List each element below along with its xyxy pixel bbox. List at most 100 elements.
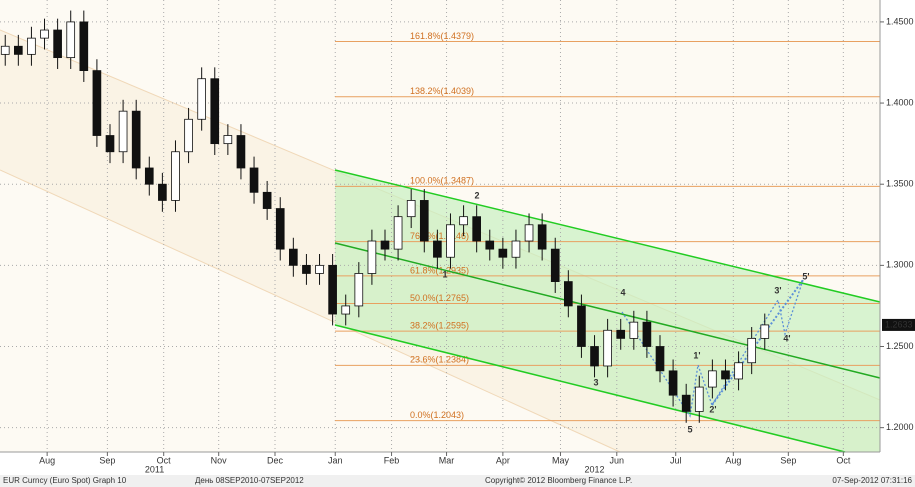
candle-body: [105, 135, 115, 153]
x-tick-label: Jan: [328, 455, 343, 465]
last-price-label: 1.2633: [885, 319, 913, 329]
candle-body: [642, 321, 652, 347]
fib-label: 100.0%(1.3487): [410, 176, 474, 186]
candle-body: [393, 216, 403, 250]
candle-body: [262, 191, 272, 209]
candle-body: [694, 386, 704, 412]
x-tick-label: Jul: [670, 455, 682, 465]
candle-body: [79, 21, 89, 71]
candle-body: [747, 337, 756, 364]
candle-body: [66, 21, 76, 59]
candle-body: [446, 224, 455, 258]
candle-body: [433, 240, 442, 258]
candle-body: [210, 78, 220, 145]
candle-body: [158, 183, 167, 201]
x-tick-label: Dec: [267, 455, 284, 465]
candle-body: [53, 29, 62, 59]
footer-copyright: Copyright© 2012 Bloomberg Finance L.P.: [485, 476, 632, 485]
candle-body: [564, 281, 573, 307]
x-tick-label: Jun: [610, 455, 625, 465]
candle-body: [275, 208, 285, 250]
candle-body: [511, 240, 521, 258]
x-tick-label: May: [552, 455, 570, 465]
wave-label: 3': [774, 285, 781, 295]
y-tick-label: 1.4000: [886, 97, 914, 107]
candle-body: [315, 264, 324, 274]
candle-body: [380, 240, 390, 250]
channel-lower: [334, 324, 846, 453]
fib-label: 50.0%(1.2765): [410, 293, 469, 303]
candle-body: [341, 305, 351, 315]
last-price-box: [882, 318, 915, 331]
candle-body: [14, 45, 23, 55]
wave-label: 2': [709, 404, 716, 414]
candle-body: [184, 118, 193, 153]
wave-label: 1': [693, 350, 700, 360]
candle-body: [537, 224, 547, 250]
candle-body: [249, 167, 259, 193]
candle-body: [721, 370, 730, 380]
candle-body: [92, 70, 102, 136]
footer-range: День 08SEP2010-07SEP2012: [195, 476, 304, 485]
old-channel-line: [0, 169, 621, 453]
fib-label: 138.2%(1.4039): [410, 86, 474, 96]
y-tick-label: 1.2500: [886, 341, 914, 351]
year-label: 2012: [585, 464, 605, 474]
fib-label: 0.0%(1.2043): [410, 410, 464, 420]
candle-body: [681, 394, 691, 412]
wave-label: 3: [593, 377, 598, 387]
y-tick-label: 1.2000: [886, 422, 914, 432]
channel-upper: [334, 169, 881, 303]
candle-body: [197, 78, 206, 120]
footer-timestamp: 07-Sep-2012 07:31:16: [832, 476, 912, 485]
channel-middle: [334, 242, 881, 379]
x-tick-label: Aug: [39, 455, 55, 465]
candle-body: [289, 248, 298, 266]
right-axis: [880, 0, 915, 452]
candle-body: [144, 167, 154, 185]
candle-body: [603, 329, 612, 367]
candle-body: [472, 216, 481, 242]
wave-label: 2: [474, 190, 479, 200]
wave-label: 1: [442, 269, 447, 279]
y-tick-label: 1.4500: [886, 16, 914, 26]
x-tick-label: Oct: [157, 455, 172, 465]
fib-label: 161.8%(1.4379): [410, 31, 474, 41]
candle-body: [668, 370, 678, 396]
wave-projection: [621, 279, 804, 418]
candle-body: [550, 248, 560, 282]
candle-body: [616, 329, 626, 339]
footer-security: EUR Curncy (Euro Spot) Graph 10: [3, 476, 127, 485]
wave-label: 5': [802, 271, 809, 281]
year-label: 2011: [145, 464, 164, 474]
x-tick-label: Nov: [211, 455, 228, 465]
candle-body: [485, 240, 495, 250]
x-tick-label: Oct: [836, 455, 851, 465]
fib-label: 23.6%(1.2384): [410, 355, 469, 365]
candle-body: [524, 224, 534, 242]
candle-body: [459, 216, 468, 226]
candle-body: [498, 248, 508, 258]
candle-body: [760, 324, 770, 339]
candle-body: [629, 321, 639, 339]
candle-body: [0, 45, 10, 55]
candle-body: [655, 346, 665, 372]
candle-body: [577, 305, 586, 347]
x-tick-label: Sep: [99, 455, 115, 465]
candle-body: [131, 110, 141, 169]
wave-projection: [711, 279, 804, 406]
x-tick-label: Sep: [780, 455, 796, 465]
candle-body: [27, 37, 36, 55]
x-tick-label: Aug: [725, 455, 741, 465]
wave-label: 4: [620, 287, 625, 297]
candle-body: [40, 29, 49, 39]
candle-body: [708, 370, 717, 388]
candle-body: [590, 346, 599, 367]
fib-label: 61.8%(1.2935): [410, 265, 469, 275]
candle-body: [302, 264, 311, 274]
candle-body: [419, 200, 429, 242]
y-tick-label: 1.3000: [886, 260, 914, 270]
candle-body: [406, 200, 416, 218]
candle-body: [367, 240, 377, 274]
